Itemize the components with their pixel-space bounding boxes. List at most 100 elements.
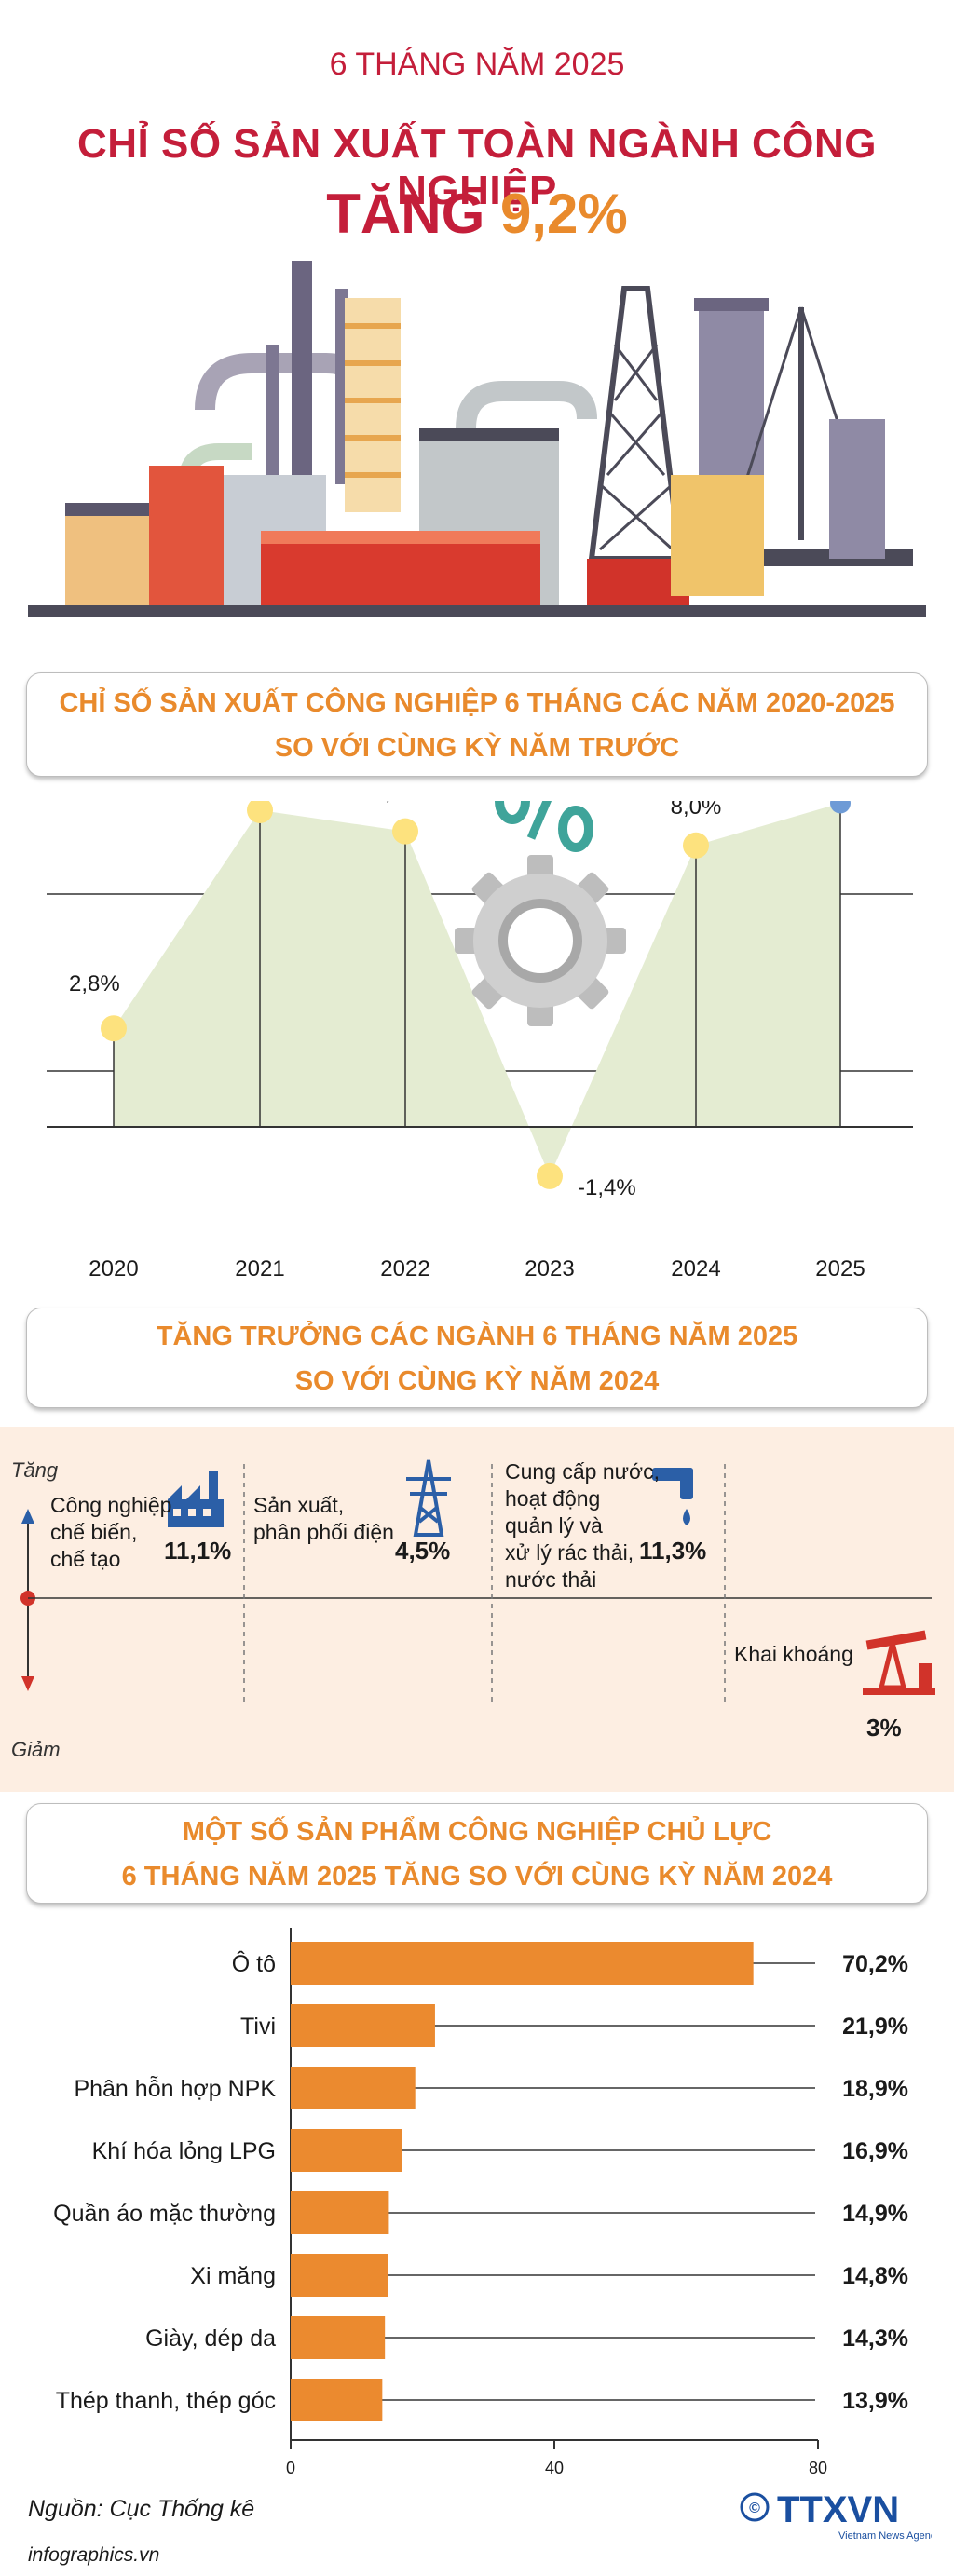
arrow-up-icon <box>21 1509 34 1524</box>
tank <box>671 475 764 596</box>
x-tick-label: 2021 <box>235 1256 284 1281</box>
bar <box>291 2191 389 2234</box>
section2-title-line2: SO VỚI CÙNG KỲ NĂM 2024 <box>294 1366 660 1396</box>
bar <box>291 2129 402 2172</box>
x-tick-label: 2024 <box>671 1256 720 1281</box>
bar <box>291 2254 388 2297</box>
sector-value-electricity: 4,5% <box>395 1537 451 1565</box>
power-tower-icon <box>406 1459 451 1537</box>
data-point <box>392 818 418 845</box>
logo-text: TTXVN <box>777 2489 899 2530</box>
x-tick-label: 2023 <box>525 1256 574 1281</box>
tank <box>829 419 885 559</box>
category-label: Thép thanh, thép góc <box>56 2388 276 2414</box>
bar <box>291 2316 386 2359</box>
tank <box>149 466 224 605</box>
value-label: 70,2% <box>842 1951 908 1977</box>
logo-subtitle: Vietnam News Agency <box>838 2530 932 2542</box>
category-label: Quần áo mặc thường <box>53 2201 276 2227</box>
svg-text:©: © <box>749 2501 760 2516</box>
sector-label-electricity: Sản xuất, phân phối điện <box>253 1493 394 1544</box>
area-fill <box>114 803 840 1176</box>
data-label: 8,4% <box>373 801 424 806</box>
data-point <box>247 801 273 823</box>
chimney <box>292 261 312 484</box>
chimney <box>266 345 279 484</box>
gear-percent-icon <box>455 801 626 1026</box>
bar <box>291 2379 383 2421</box>
products-bar-chart: Ô tô 70,2% Tivi 21,9% Phân hỗn hợp NPK 18,9% K… <box>53 1928 908 2477</box>
industry-illustration <box>28 261 926 617</box>
data-point <box>537 1162 563 1189</box>
sector-label-water: Cung cấp nước, hoạt động quản lý và xử l… <box>505 1459 661 1592</box>
factory-icon <box>168 1471 224 1527</box>
category-label: Giày, dép da <box>145 2325 276 2352</box>
x-tick-label: 2020 <box>89 1256 138 1281</box>
section1-title-line2: SO VỚI CÙNG KỲ NĂM TRƯỚC <box>274 733 680 763</box>
value-label: 16,9% <box>842 2138 908 2164</box>
sector-band <box>0 1427 954 1792</box>
x-tick-label: 2022 <box>380 1256 429 1281</box>
data-label: 8,0% <box>671 801 722 820</box>
bar <box>291 1942 754 1985</box>
sector-value-mining: 3% <box>866 1714 902 1742</box>
category-label: Xi măng <box>190 2263 276 2289</box>
bar <box>291 2067 416 2109</box>
category-label: Ô tô <box>232 1950 276 1977</box>
data-point <box>101 1015 127 1042</box>
value-label: 13,9% <box>842 2388 908 2414</box>
main-building <box>261 540 540 605</box>
site-credit: infographics.vn <box>28 2544 160 2566</box>
data-point <box>683 832 709 859</box>
sector-value-manufacturing: 11,1% <box>164 1537 232 1565</box>
sector-label-manufacturing: Công nghiệp chế biến, chế tạo <box>50 1493 172 1571</box>
section1-title: CHỈ SỐ SẢN XUẤT CÔNG NGHIỆP 6 THÁNG CÁC … <box>26 672 928 777</box>
axis-down-label: Giảm <box>11 1738 61 1761</box>
x-tick-label: 40 <box>545 2459 564 2477</box>
headline: CHỈ SỐ SẢN XUẤT TOÀN NGÀNH CÔNG NGHIỆP <box>76 121 878 213</box>
value-label: 14,9% <box>842 2201 908 2227</box>
headline-growth: TĂNG 9,2% <box>0 182 954 246</box>
headline-prefix: TĂNG <box>326 183 485 245</box>
axis-up-label: Tăng <box>11 1458 59 1482</box>
bar <box>291 2004 435 2047</box>
value-label: 18,9% <box>842 2076 908 2102</box>
main-building-roof <box>261 531 540 544</box>
growth-area-chart: 2,8%20209,0%20218,4%2022-1,4%20238,0%202… <box>47 801 913 1281</box>
tank <box>65 512 149 605</box>
value-label: 14,8% <box>842 2263 908 2289</box>
ground <box>28 605 926 617</box>
section3-title-line1: MỘT SỐ SẢN PHẨM CÔNG NGHIỆP CHỦ LỰC <box>182 1817 772 1847</box>
data-point <box>830 801 851 814</box>
data-label: -1,4% <box>578 1175 636 1200</box>
section2-title: TĂNG TRƯỞNG CÁC NGÀNH 6 THÁNG NĂM 2025 S… <box>26 1308 928 1408</box>
tower-cap <box>694 298 769 311</box>
pipe-arch <box>456 381 597 429</box>
category-label: Khí hóa lỏng LPG <box>92 2138 276 2164</box>
category-label: Phân hỗn hợp NPK <box>74 2075 276 2102</box>
ttxvn-logo: © TTXVN Vietnam News Agency <box>736 2485 941 2550</box>
water-tap-icon <box>652 1468 693 1525</box>
section2-title-line1: TĂNG TRƯỞNG CÁC NGÀNH 6 THÁNG NĂM 2025 <box>156 1322 798 1351</box>
sector-label-mining: Khai khoáng <box>734 1642 853 1666</box>
tank-cap <box>65 503 149 516</box>
section1-title-line1: CHỈ SỐ SẢN XUẤT CÔNG NGHIỆP 6 THÁNG CÁC … <box>59 688 895 718</box>
x-tick-label: 2025 <box>815 1256 865 1281</box>
source-note: Nguồn: Cục Thống kê <box>28 2496 255 2522</box>
headline-value: 9,2% <box>499 183 628 245</box>
sector-diagram <box>20 1459 935 1706</box>
arrow-down-icon <box>21 1676 34 1691</box>
tank-cap <box>419 428 559 441</box>
data-label: 2,8% <box>69 971 120 997</box>
category-label: Tivi <box>240 2013 276 2040</box>
kicker: 6 THÁNG NĂM 2025 <box>329 47 625 82</box>
value-label: 14,3% <box>842 2325 908 2352</box>
cooling-tower <box>345 298 401 512</box>
x-tick-label: 0 <box>286 2459 295 2477</box>
section3-title-line2: 6 THÁNG NĂM 2025 TĂNG SO VỚI CÙNG KỲ NĂM… <box>121 1862 833 1891</box>
oil-pump-icon <box>863 1630 935 1695</box>
value-label: 21,9% <box>842 2013 908 2040</box>
x-tick-label: 80 <box>809 2459 827 2477</box>
sector-value-water: 11,3% <box>639 1537 707 1565</box>
section3-title: MỘT SỐ SẢN PHẨM CÔNG NGHIỆP CHỦ LỰC 6 TH… <box>26 1803 928 1904</box>
